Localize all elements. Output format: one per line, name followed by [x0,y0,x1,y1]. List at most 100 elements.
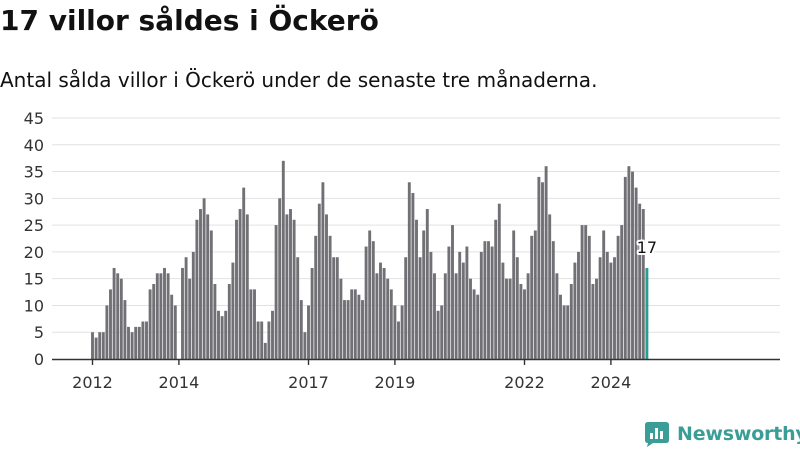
bar [202,198,206,359]
bar [119,278,123,359]
bar [224,310,228,359]
bar [335,257,339,359]
y-tick-label: 5 [34,323,44,342]
bar [609,262,613,359]
bar [533,230,537,359]
bar [184,257,188,359]
bar [134,326,138,359]
bar [137,326,141,359]
bar [548,214,552,359]
bar [296,257,300,359]
bar [263,342,267,359]
bar [469,278,472,359]
bar [249,289,253,359]
bar [598,257,602,359]
y-axis-ticks: 0 5 10 15 20 25 30 35 40 45 [24,109,44,369]
bar [580,225,584,359]
bar-series [91,160,649,359]
bar [195,219,199,359]
bar [551,241,555,359]
bar [166,273,170,359]
bar [587,235,591,359]
bar [404,257,408,359]
bar [307,305,310,359]
bar [638,203,642,359]
bar [217,310,220,359]
bar [458,251,462,359]
bar [278,198,282,359]
y-tick-label: 15 [24,270,44,289]
bar [148,289,152,359]
bar [555,273,559,359]
x-tick-label: 2019 [375,373,416,392]
bar [397,321,400,359]
bar [141,321,145,359]
bar [559,294,562,359]
bar [602,230,606,359]
bar [361,300,364,359]
bar [191,251,195,359]
data-labels: 17 [635,236,659,259]
bar [364,246,368,359]
bar [501,262,505,359]
bar [91,332,94,359]
bar [238,209,242,359]
bar [591,284,595,359]
bar [181,267,184,359]
bar [130,332,134,359]
bar [231,262,235,359]
bar [94,337,98,359]
bar [260,321,264,359]
bar [494,219,498,359]
bar [476,294,480,359]
bar [573,262,577,359]
bar [127,326,130,359]
bar [271,310,274,359]
bar [544,166,548,359]
bar [422,230,426,359]
bar [321,182,325,359]
bar [389,289,393,359]
bar [530,235,534,359]
bar [123,300,127,359]
bar [375,273,379,359]
bar [105,305,109,359]
bar [145,321,148,359]
bar [577,251,580,359]
bar [357,294,361,359]
bar [152,284,156,359]
bar [411,192,415,359]
bar [245,214,249,359]
bar [339,278,343,359]
bar [314,235,318,359]
bar [443,273,447,359]
bar [350,289,354,359]
chart-title: 17 villor såldes i Öckerö [0,4,379,37]
bar [634,187,638,359]
x-axis: 2012 2014 2017 2019 2022 2024 [52,358,780,392]
bar [451,225,454,359]
bar [631,171,634,359]
bar [386,278,390,359]
bar [595,278,598,359]
highlight-value-label: 17 [637,238,657,257]
bar [497,203,501,359]
y-tick-label: 25 [24,216,44,235]
y-tick-label: 30 [24,189,44,208]
bar [515,257,519,359]
bar [425,209,429,359]
bar [415,219,418,359]
bar [328,235,332,359]
bar [289,209,292,359]
y-tick-label: 45 [24,109,44,128]
bar [418,257,422,359]
newsworthy-brand: Newsworthy [644,419,800,449]
bar [519,284,523,359]
bar [393,305,397,359]
bar [454,273,458,359]
bar [213,284,217,359]
bar [206,214,210,359]
bar [472,289,476,359]
y-tick-label: 40 [24,136,44,155]
bar [620,225,624,359]
